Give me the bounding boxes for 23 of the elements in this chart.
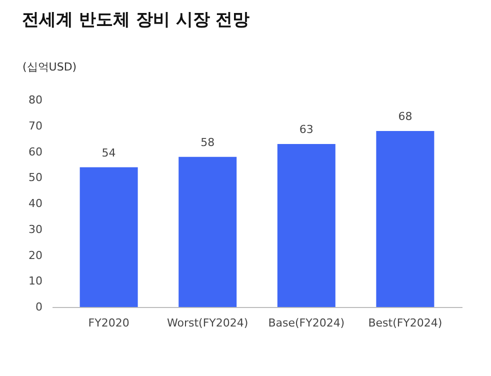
- y-tick-label: 80: [28, 94, 42, 106]
- bar: [277, 144, 336, 307]
- y-tick-label: 0: [36, 300, 42, 314]
- y-axis-title: (십억USD): [22, 60, 77, 74]
- x-tick-label: Worst(FY2024): [167, 316, 248, 330]
- x-tick-label: Best(FY2024): [368, 316, 442, 330]
- y-tick-label: 70: [28, 119, 42, 132]
- y-tick-label: 60: [28, 145, 42, 158]
- data-label: 63: [299, 122, 314, 136]
- y-tick-label: 40: [28, 197, 42, 210]
- y-tick-label: 50: [28, 171, 42, 184]
- data-label: 58: [200, 136, 215, 149]
- y-tick-label: 20: [28, 248, 42, 262]
- x-tick-label: Base(FY2024): [268, 316, 345, 330]
- bar: [178, 156, 237, 307]
- data-label: 54: [102, 146, 116, 160]
- y-tick-label: 30: [28, 222, 42, 236]
- chart-title: 전세계 반도체 장비 시장 전망: [22, 10, 250, 30]
- x-tick-label: FY2020: [88, 316, 130, 330]
- data-label: 68: [398, 110, 412, 124]
- bar: [376, 131, 434, 307]
- y-tick-label: 10: [28, 274, 42, 288]
- bar: [80, 167, 138, 307]
